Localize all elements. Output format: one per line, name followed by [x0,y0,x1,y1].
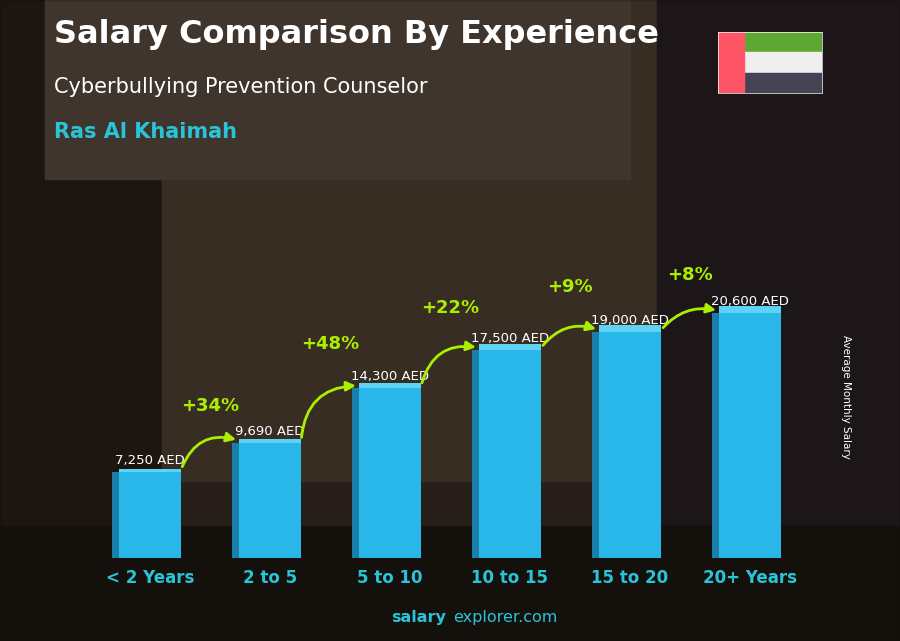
Bar [718,53,822,72]
Bar [472,350,479,558]
Text: salary: salary [392,610,446,625]
Bar [719,306,781,313]
Bar [657,0,900,641]
Text: Ras Al Khaimah: Ras Al Khaimah [54,122,237,142]
Text: Average Monthly Salary: Average Monthly Salary [841,335,851,460]
Bar [162,0,657,481]
FancyArrowPatch shape [663,304,713,328]
Bar [718,72,822,93]
Text: +34%: +34% [181,397,239,415]
Bar [359,388,421,558]
Text: +48%: +48% [301,335,359,353]
Text: 14,300 AED: 14,300 AED [351,370,429,383]
Bar [45,0,630,179]
Text: 20,600 AED: 20,600 AED [711,296,789,308]
Bar [712,313,719,558]
Bar [479,344,541,350]
FancyArrowPatch shape [543,322,593,345]
Bar [479,350,541,558]
Bar [718,32,744,93]
FancyArrowPatch shape [302,383,353,438]
Text: Cyberbullying Prevention Counselor: Cyberbullying Prevention Counselor [54,77,428,97]
Text: +8%: +8% [667,266,713,284]
Bar [598,326,662,332]
Text: +9%: +9% [547,278,593,296]
Bar [0,526,900,641]
Bar [238,439,302,443]
Bar [232,443,239,558]
Text: 7,250 AED: 7,250 AED [115,454,184,467]
Bar [0,0,162,641]
Bar [592,332,598,558]
Bar [359,383,421,388]
Bar [238,443,302,558]
Text: explorer.com: explorer.com [453,610,557,625]
Bar [119,469,181,472]
Bar [112,472,119,558]
FancyArrowPatch shape [422,342,473,383]
FancyArrowPatch shape [183,433,233,467]
Bar [598,332,662,558]
Bar [718,32,822,53]
Bar [352,388,359,558]
Text: 17,500 AED: 17,500 AED [471,332,549,345]
Text: Salary Comparison By Experience: Salary Comparison By Experience [54,19,659,50]
Bar [119,472,181,558]
Text: 19,000 AED: 19,000 AED [591,314,669,328]
Bar [719,313,781,558]
Text: 9,690 AED: 9,690 AED [235,425,305,438]
Text: +22%: +22% [421,299,479,317]
